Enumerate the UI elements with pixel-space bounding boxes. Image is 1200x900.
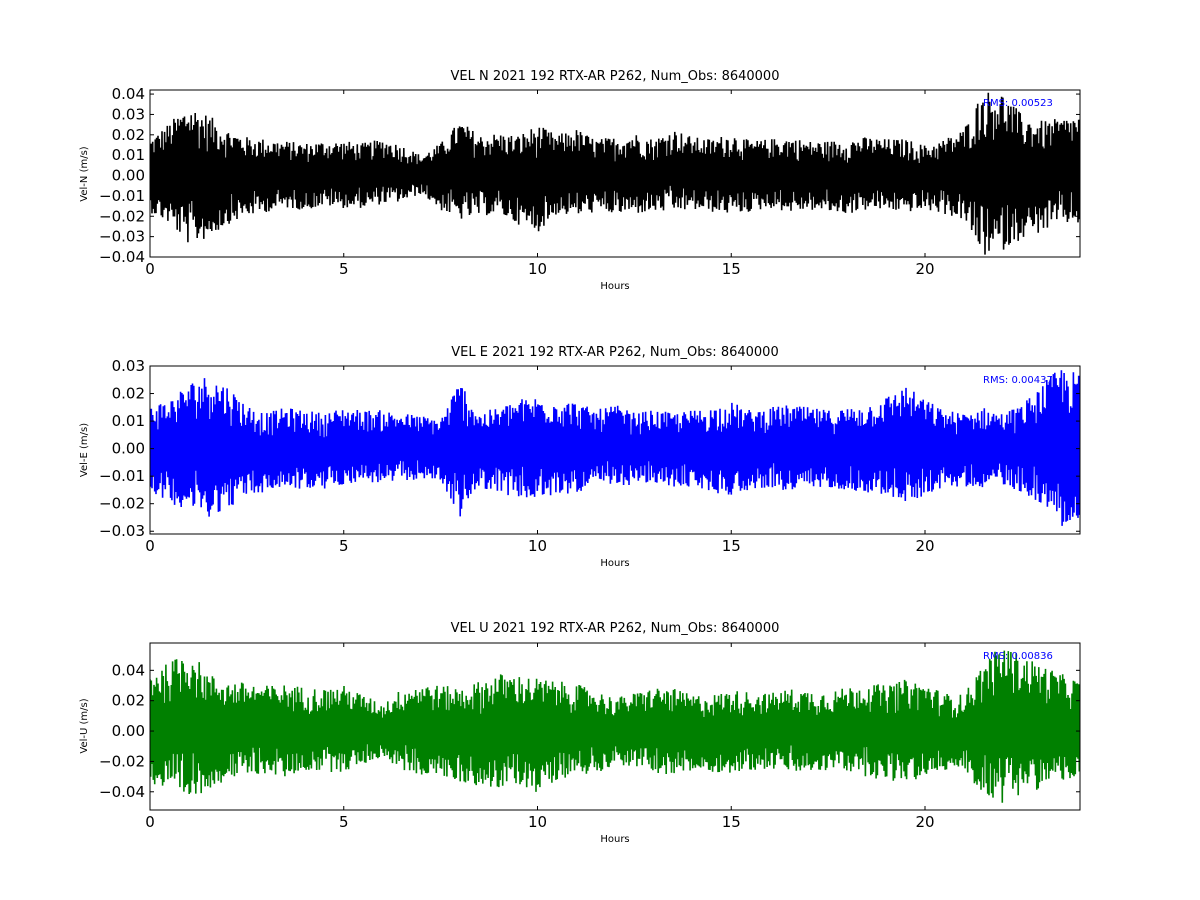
x-tick-label: 10 xyxy=(528,537,547,555)
y-tick-label: 0.00 xyxy=(112,167,145,185)
panel-vel-u: VEL U 2021 192 RTX-AR P262, Num_Obs: 864… xyxy=(79,621,1081,845)
y-tick-label: −0.01 xyxy=(99,187,145,205)
y-axis-label: Vel-E (m/s) xyxy=(79,423,90,477)
panel-title: VEL U 2021 192 RTX-AR P262, Num_Obs: 864… xyxy=(451,621,780,636)
y-axis-label: Vel-N (m/s) xyxy=(79,146,90,201)
y-tick-label: 0.03 xyxy=(112,357,145,375)
plot-area: 0 5 10 15 20 −0.03 −0.02 −0.01 0.00 0.01 0.02 0.03 xyxy=(99,357,1081,555)
series-line xyxy=(150,650,1080,803)
axes-frame xyxy=(149,89,1081,258)
x-tick-label: 15 xyxy=(722,537,741,555)
x-tick-label: 0 xyxy=(145,813,155,831)
y-tick-label: 0.02 xyxy=(112,385,145,403)
y-tick-label: 0.01 xyxy=(112,412,145,430)
y-tick-label: −0.02 xyxy=(99,752,145,770)
axes-frame xyxy=(149,642,1081,811)
y-tick-label: −0.04 xyxy=(99,783,145,801)
x-tick-label: 0 xyxy=(145,537,155,555)
x-tick-label: 5 xyxy=(339,260,349,278)
series-line xyxy=(150,370,1080,526)
y-tick-label: 0.00 xyxy=(112,722,145,740)
panel-title: VEL N 2021 192 RTX-AR P262, Num_Obs: 864… xyxy=(451,69,780,84)
rms-annotation: RMS: 0.00437 xyxy=(983,375,1053,386)
plot-area: 0 5 10 15 20 −0.04 −0.03 −0.02 −0.01 0.00 0.01 0.02… xyxy=(99,85,1081,278)
panel-vel-n: VEL N 2021 192 RTX-AR P262, Num_Obs: 864… xyxy=(79,69,1081,292)
x-tick-label: 5 xyxy=(339,813,349,831)
x-tick-label: 20 xyxy=(915,260,934,278)
panel-vel-e: VEL E 2021 192 RTX-AR P262, Num_Obs: 864… xyxy=(79,345,1081,569)
rms-annotation: RMS: 0.00523 xyxy=(983,98,1053,109)
x-axis-label: Hours xyxy=(600,558,629,569)
y-tick-label: 0.02 xyxy=(112,126,145,144)
x-tick-label: 20 xyxy=(915,813,934,831)
y-tick-label: −0.03 xyxy=(99,522,145,540)
y-tick-label: −0.04 xyxy=(99,248,145,266)
plot-area: 0 5 10 15 20 −0.04 −0.02 0.00 0.02 0.04 xyxy=(99,642,1081,831)
x-axis-label: Hours xyxy=(600,281,629,292)
x-axis-label: Hours xyxy=(600,834,629,845)
x-tick-label: 10 xyxy=(528,260,547,278)
series-line xyxy=(150,92,1080,255)
y-tick-label: 0.04 xyxy=(112,661,145,679)
x-tick-label: 10 xyxy=(528,813,547,831)
y-tick-label: −0.02 xyxy=(99,495,145,513)
y-tick-label: 0.02 xyxy=(112,692,145,710)
y-tick-label: −0.02 xyxy=(99,207,145,225)
rms-annotation: RMS: 0.00836 xyxy=(983,651,1053,662)
y-axis-label: Vel-U (m/s) xyxy=(79,698,90,753)
y-tick-label: −0.03 xyxy=(99,228,145,246)
panel-title: VEL E 2021 192 RTX-AR P262, Num_Obs: 864… xyxy=(451,345,778,360)
x-tick-label: 5 xyxy=(339,537,349,555)
y-tick-label: 0.01 xyxy=(112,146,145,164)
y-tick-label: 0.03 xyxy=(112,105,145,123)
x-tick-label: 20 xyxy=(915,537,934,555)
x-tick-label: 15 xyxy=(722,813,741,831)
y-tick-label: 0.04 xyxy=(112,85,145,103)
x-tick-label: 0 xyxy=(145,260,155,278)
x-tick-label: 15 xyxy=(722,260,741,278)
y-tick-label: −0.01 xyxy=(99,467,145,485)
axes-frame xyxy=(149,365,1081,535)
y-tick-label: 0.00 xyxy=(112,440,145,458)
